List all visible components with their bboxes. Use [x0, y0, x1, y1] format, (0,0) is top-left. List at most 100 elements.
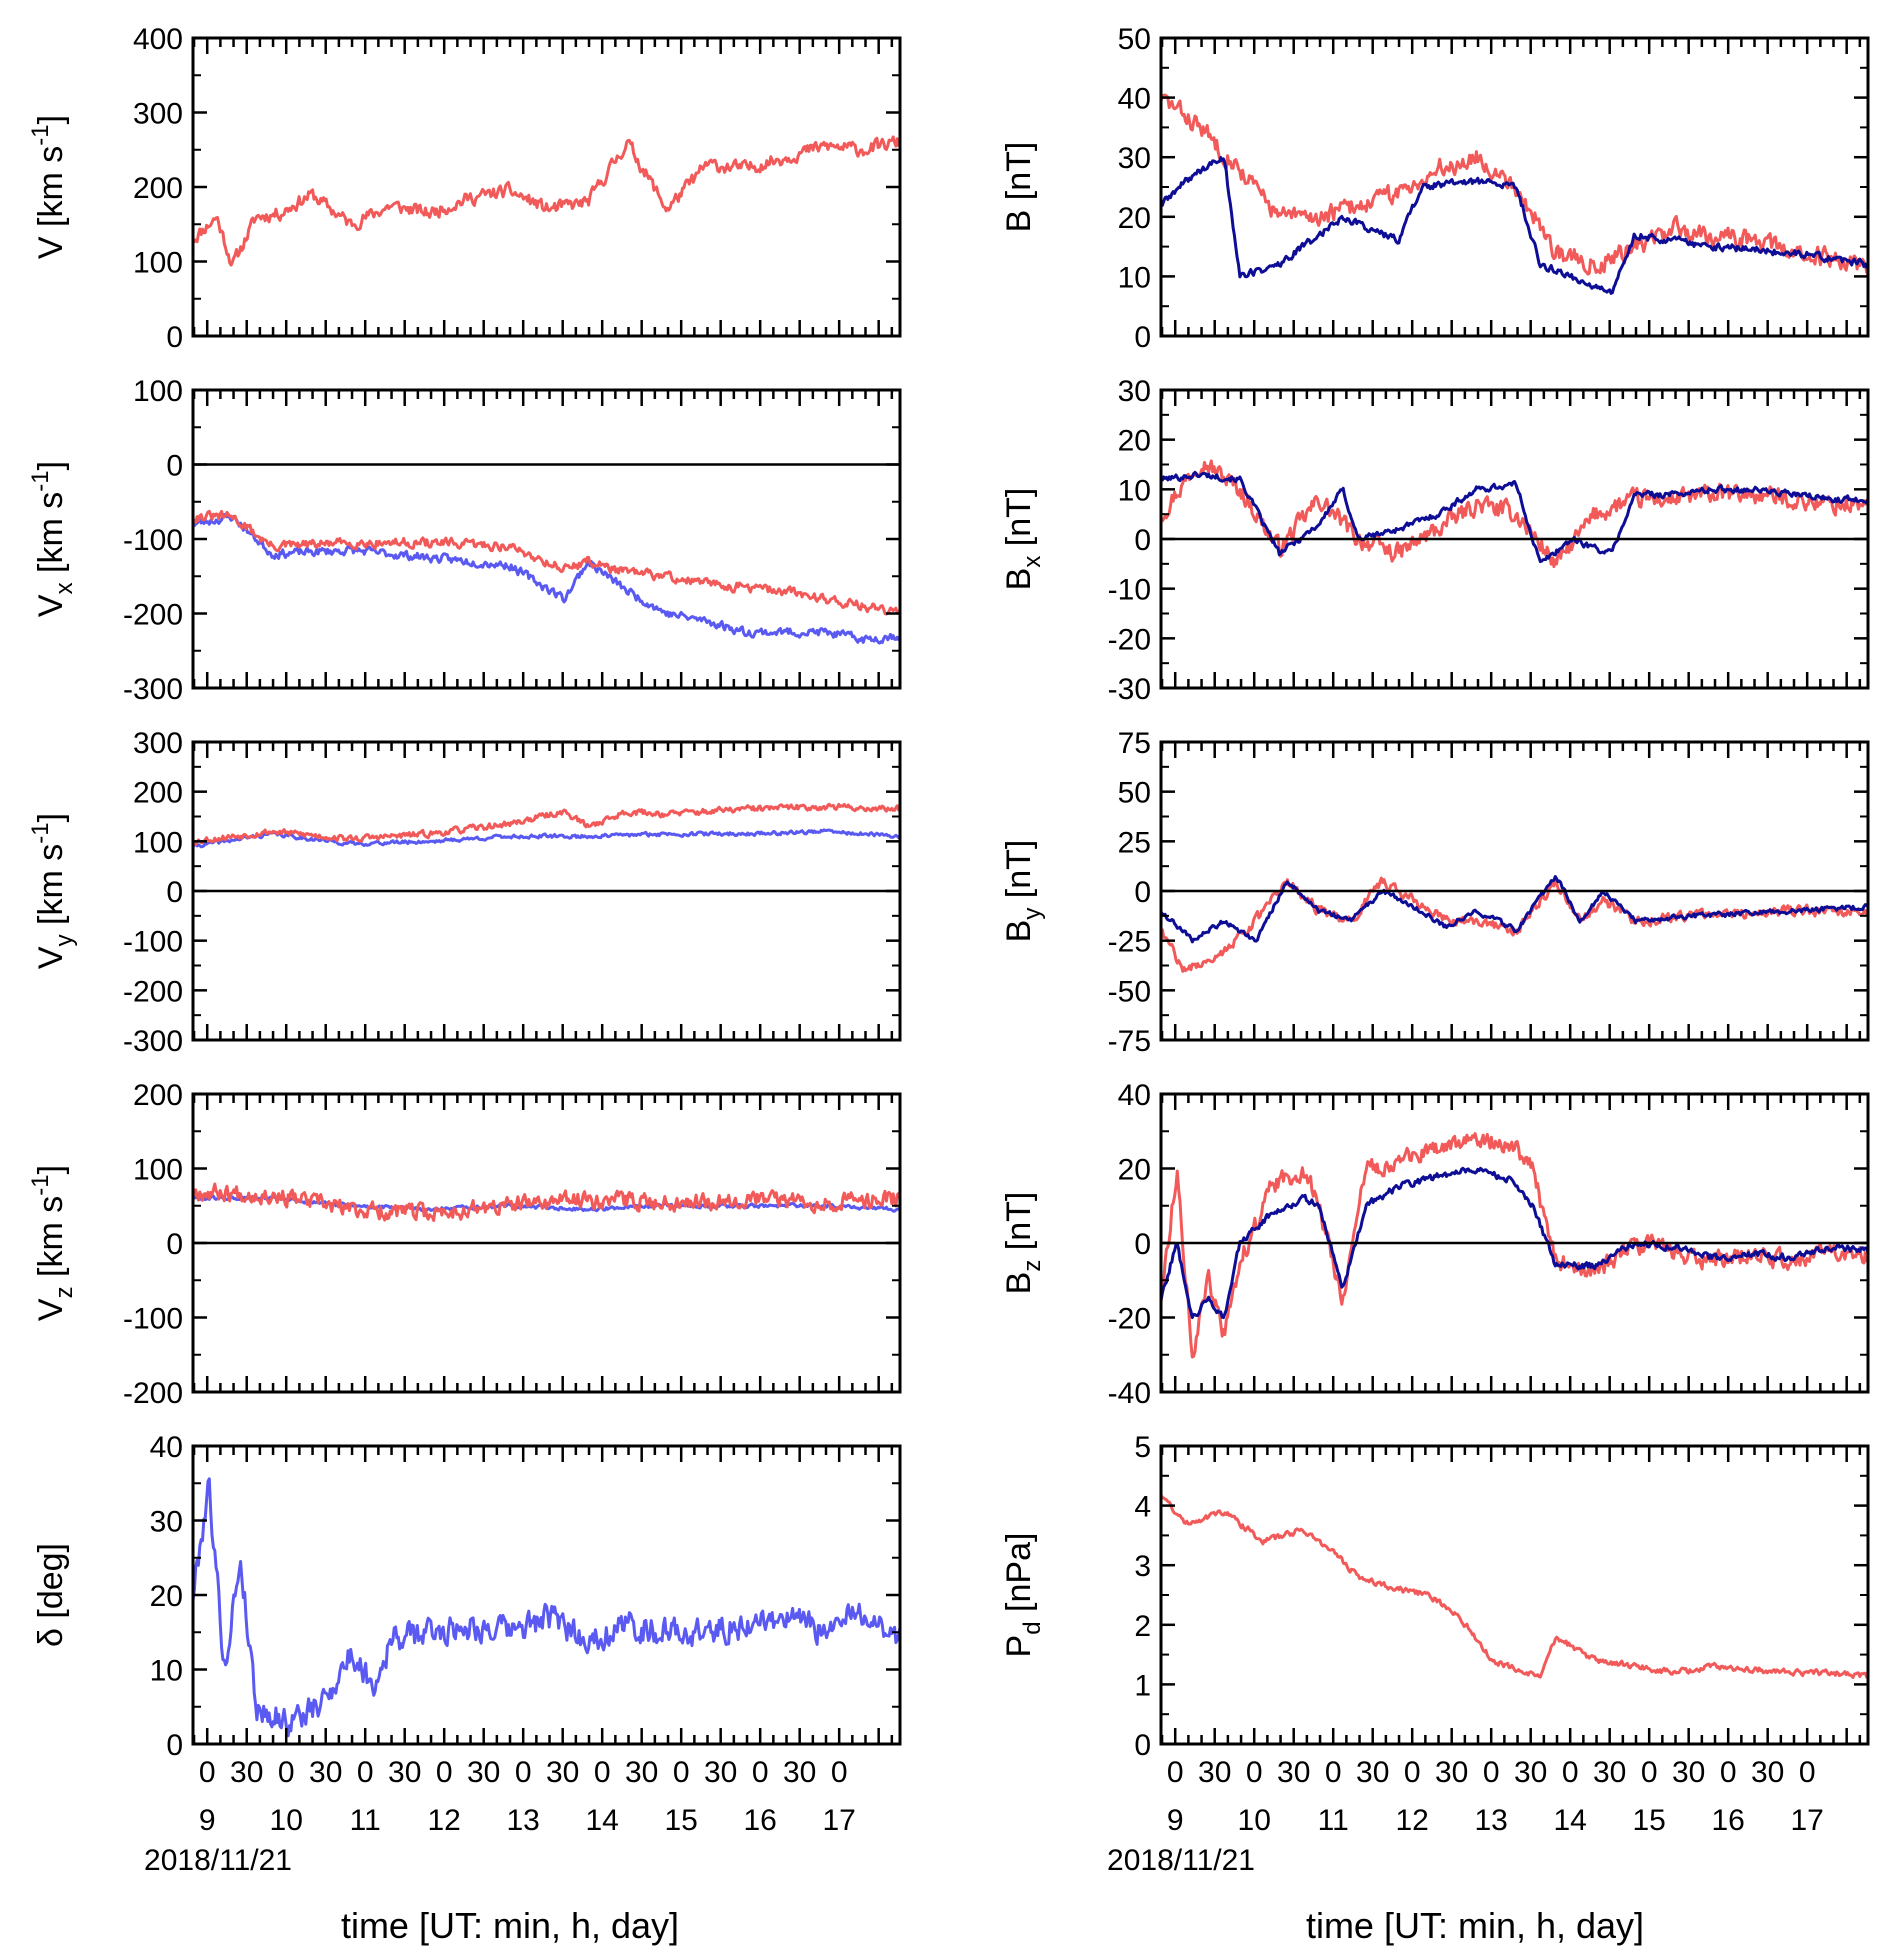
y-tick-label-By-3: 0: [1134, 876, 1151, 909]
series-line-Bz-red: [1161, 1132, 1868, 1359]
y-axis-label-delta: δ [deg]: [32, 1543, 70, 1647]
y-tick-label-By-4: 25: [1118, 826, 1151, 859]
series-line-Bx-dark: [1161, 470, 1868, 564]
y-tick-label-Vx-3: 0: [166, 450, 183, 483]
x-minute-label-right-0: 0: [1167, 1756, 1184, 1789]
panel-Bz: -40 -20 0 20 40 Bz [nT]: [1000, 1079, 1870, 1410]
x-minute-label-left-8: 0: [515, 1756, 532, 1789]
y-tick-label-By-2: -25: [1108, 926, 1151, 959]
series-line-Bx-red: [1161, 459, 1868, 569]
x-hour-label-left-2: 11: [350, 1804, 381, 1837]
y-axis-label-Bz: Bz [nT]: [1000, 1192, 1046, 1295]
y-tick-label-Vx-2: -100: [123, 524, 183, 557]
series-line-Vx-blue: [193, 513, 900, 645]
x-minute-label-left-10: 0: [594, 1756, 611, 1789]
y-axis-label-By: By [nT]: [1000, 840, 1046, 943]
x-hour-label-right-2: 11: [1318, 1804, 1349, 1837]
series-line-B-dark: [1161, 156, 1868, 295]
x-minute-label-right-1: 30: [1198, 1756, 1231, 1789]
y-tick-label-delta-3: 30: [150, 1506, 183, 1539]
y-tick-label-Vy-6: 300: [133, 727, 183, 760]
series-line-Vx-red: [193, 509, 900, 616]
x-minute-label-right-2: 0: [1246, 1756, 1263, 1789]
y-tick-label-Bx-3: 0: [1134, 524, 1151, 557]
series-line-Bz-dark: [1161, 1166, 1868, 1320]
y-tick-label-Pd-3: 3: [1134, 1550, 1151, 1583]
y-tick-label-Vz-4: 200: [133, 1079, 183, 1112]
y-tick-label-B-5: 50: [1118, 23, 1151, 56]
x-minute-label-right-4: 0: [1325, 1756, 1342, 1789]
series-line-Vy-blue: [193, 828, 900, 849]
panel-Bx: -30 -20 -10 0 10 20 30 Bx [nT]: [1000, 375, 1870, 706]
x-minute-label-left-0: 0: [199, 1756, 216, 1789]
y-axis-label-B: B [nT]: [1000, 142, 1038, 233]
x-minute-label-right-6: 0: [1404, 1756, 1421, 1789]
x-minute-label-left-2: 0: [278, 1756, 295, 1789]
x-minute-label-right-10: 0: [1562, 1756, 1579, 1789]
x-minute-label-left-9: 30: [546, 1756, 579, 1789]
date-label-right: 2018/11/21: [1107, 1844, 1255, 1877]
date-label-left: 2018/11/21: [144, 1844, 292, 1877]
y-tick-label-Bx-0: -30: [1108, 673, 1151, 706]
x-minute-label-left-16: 0: [831, 1756, 848, 1789]
series-line-Vy-red: [193, 802, 900, 846]
panel-Pd: 0 1 2 3 4 5 Pd [nPa]: [1000, 1431, 1870, 1762]
x-hour-label-right-4: 13: [1475, 1804, 1508, 1837]
x-hour-label-left-8: 17: [822, 1804, 855, 1837]
y-tick-label-Vz-1: -100: [123, 1303, 183, 1336]
series-line-delta-blue: [193, 1477, 900, 1738]
x-minute-label-right-16: 0: [1799, 1756, 1816, 1789]
y-tick-label-Vy-3: 0: [166, 876, 183, 909]
y-tick-label-Bx-4: 10: [1118, 474, 1151, 507]
y-tick-label-By-0: -75: [1108, 1025, 1151, 1058]
y-tick-label-delta-4: 40: [150, 1431, 183, 1464]
x-axis-title-left: time [UT: min, h, day]: [341, 1905, 679, 1946]
y-axis-label-Bx: Bx [nT]: [1000, 488, 1046, 591]
x-minute-label-right-8: 0: [1483, 1756, 1500, 1789]
x-hour-label-right-1: 10: [1238, 1804, 1271, 1837]
x-axis-title-right: time [UT: min, h, day]: [1306, 1905, 1644, 1946]
frame-Pd: [1159, 1444, 1870, 1746]
x-minute-label-left-3: 30: [309, 1756, 342, 1789]
x-minute-label-right-13: 30: [1672, 1756, 1705, 1789]
y-tick-label-Vy-0: -300: [123, 1025, 183, 1058]
x-hour-label-left-7: 16: [743, 1804, 776, 1837]
y-tick-label-B-4: 40: [1118, 83, 1151, 116]
y-axis-label-V: V [km s-1]: [27, 115, 70, 259]
x-minute-label-right-12: 0: [1641, 1756, 1658, 1789]
y-tick-label-V-1: 100: [133, 247, 183, 280]
series-line-Pd-red: [1161, 1494, 1868, 1680]
panel-Vy: -300 -200 -100 0 100 200 300 Vy [km s-1]: [27, 727, 902, 1058]
x-minute-label-left-5: 30: [388, 1756, 421, 1789]
frame-V: [191, 36, 902, 338]
y-tick-label-B-0: 0: [1134, 321, 1151, 354]
x-minute-label-right-3: 30: [1277, 1756, 1310, 1789]
series-line-V-red: [193, 135, 900, 267]
frame-delta: [191, 1444, 902, 1746]
y-tick-label-Vx-0: -300: [123, 673, 183, 706]
y-tick-label-Pd-4: 4: [1134, 1491, 1151, 1524]
x-hour-label-right-0: 9: [1167, 1804, 1184, 1837]
y-tick-label-Pd-2: 2: [1134, 1610, 1151, 1643]
y-tick-label-By-6: 75: [1118, 727, 1151, 760]
y-tick-label-Pd-1: 1: [1134, 1669, 1151, 1702]
x-minute-label-left-1: 30: [230, 1756, 263, 1789]
y-tick-label-Bz-0: -40: [1108, 1377, 1151, 1410]
x-minute-label-left-6: 0: [436, 1756, 453, 1789]
y-tick-label-By-5: 50: [1118, 777, 1151, 810]
y-tick-label-Pd-5: 5: [1134, 1431, 1151, 1464]
y-tick-label-Vz-0: -200: [123, 1377, 183, 1410]
x-hour-label-left-3: 12: [428, 1804, 461, 1837]
x-minute-label-right-9: 30: [1514, 1756, 1547, 1789]
y-tick-label-Pd-0: 0: [1134, 1729, 1151, 1762]
x-hour-label-right-6: 15: [1632, 1804, 1665, 1837]
y-tick-label-Bx-5: 20: [1118, 425, 1151, 458]
x-hour-label-right-3: 12: [1396, 1804, 1429, 1837]
x-minute-label-left-14: 0: [752, 1756, 769, 1789]
x-minute-label-left-13: 30: [704, 1756, 737, 1789]
y-tick-label-By-1: -50: [1108, 975, 1151, 1008]
y-axis-label-Vz: Vz [km s-1]: [27, 1165, 78, 1321]
x-minute-label-left-12: 0: [673, 1756, 690, 1789]
y-tick-label-Vy-5: 200: [133, 777, 183, 810]
y-tick-label-Bx-1: -20: [1108, 623, 1151, 656]
